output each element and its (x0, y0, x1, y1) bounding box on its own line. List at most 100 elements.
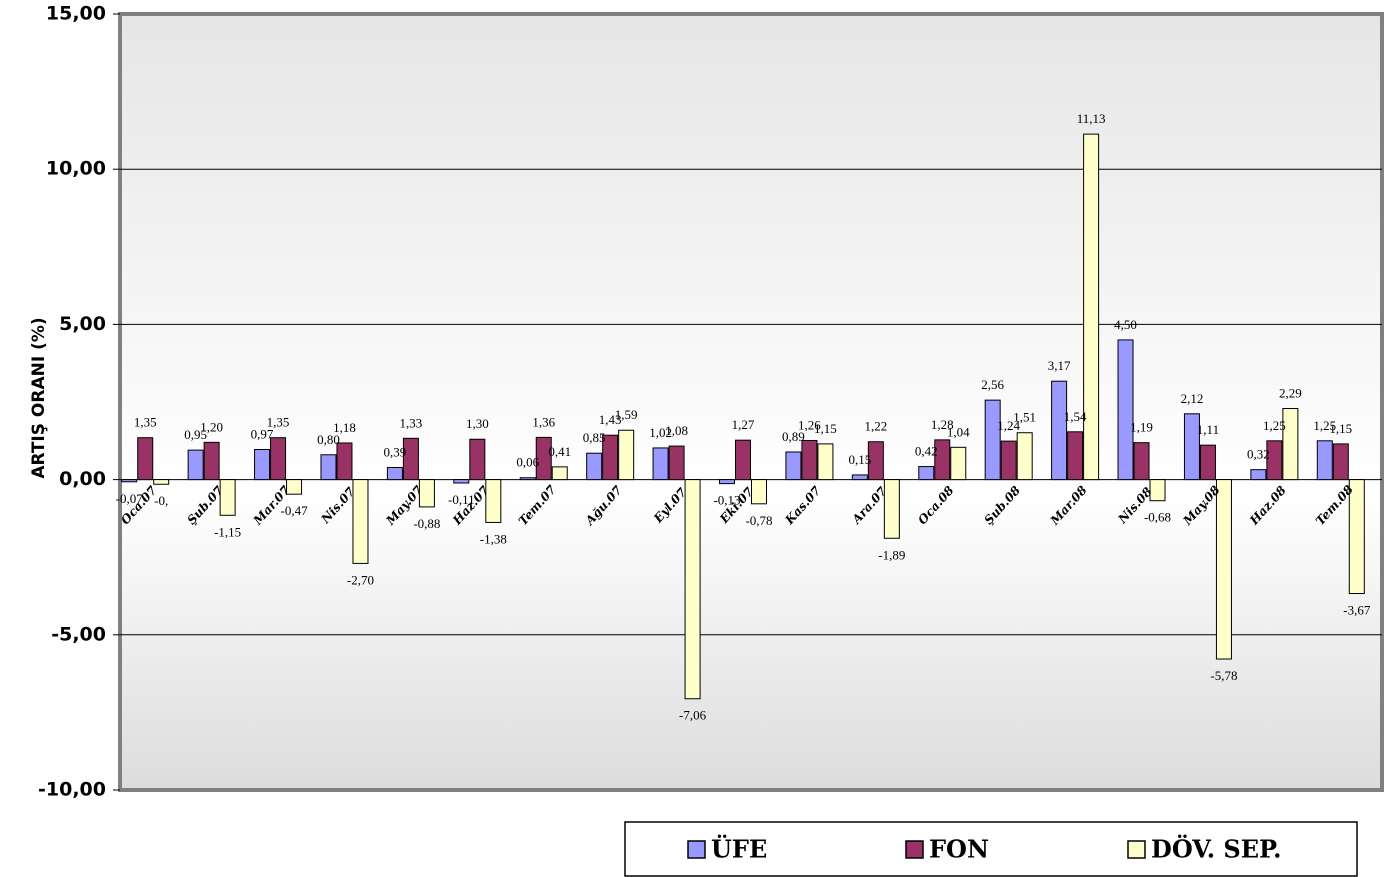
legend: ÜFE FON DÖV. SEP. (624, 821, 1358, 877)
legend-box (624, 821, 1358, 877)
bar-fon (402, 437, 419, 481)
data-label: 1,15 (814, 421, 837, 436)
bar-fon (934, 439, 951, 481)
data-label: 1,28 (931, 417, 954, 432)
bar-fon (137, 437, 154, 481)
data-label: 2,12 (1181, 391, 1204, 406)
bar-ufe (1117, 339, 1134, 481)
y-tick-label: 0,00 (59, 468, 106, 490)
data-label: 1,02 (649, 425, 672, 440)
data-label: 2,29 (1279, 386, 1302, 401)
bar-ufe (719, 479, 735, 485)
bar-fon (867, 441, 884, 481)
data-label: -1,89 (878, 547, 905, 562)
y-tick-label: -10,00 (38, 779, 106, 801)
data-label: -7,06 (679, 708, 707, 723)
bar-ufe (1051, 380, 1068, 481)
data-label: 1,04 (947, 424, 970, 439)
data-label: 3,17 (1048, 358, 1071, 373)
data-label: 1,26 (798, 417, 821, 432)
legend-swatch-dov-sep (1127, 840, 1146, 859)
data-label: 1,25 (1263, 418, 1286, 433)
bar-ufe (652, 447, 669, 481)
data-label: -0,68 (1144, 510, 1171, 525)
bar-ufe (386, 466, 403, 481)
bar-ufe (1316, 440, 1333, 481)
bar-dov-sep (751, 479, 767, 505)
bar-fon (1266, 440, 1283, 481)
bar-fon (1067, 431, 1084, 481)
y-tick-label: 10,00 (46, 158, 106, 180)
data-label: 1,20 (200, 419, 223, 434)
data-label: 2,56 (981, 377, 1004, 392)
bar-ufe (984, 399, 1001, 481)
bar-dov-sep (1348, 479, 1365, 595)
bar-fon (270, 437, 287, 481)
plot-area (118, 12, 1384, 792)
legend-label-dov-sep: DÖV. SEP. (1151, 835, 1282, 864)
data-label: 1,35 (134, 415, 157, 430)
bar-dov-sep (1149, 479, 1166, 502)
bar-ufe (254, 448, 271, 481)
data-label: 0,80 (317, 432, 340, 447)
data-label: 1,11 (1197, 422, 1219, 437)
bar-ufe (121, 479, 138, 483)
data-label: 0,42 (915, 444, 938, 459)
bar-ufe (320, 454, 337, 481)
bar-dov-sep (551, 466, 568, 481)
y-tick-label: 15,00 (46, 3, 106, 25)
bar-ufe (1183, 413, 1200, 481)
data-label: -1,38 (480, 531, 507, 546)
y-axis-ticks: 15,00 10,00 5,00 0,00 -5,00 -10,00 (38, 3, 120, 801)
bar-fon (1332, 443, 1349, 481)
data-label: 1,15 (1329, 421, 1352, 436)
legend-label-fon: FON (929, 835, 989, 864)
bar-dov-sep (418, 479, 435, 508)
data-label: 1,27 (732, 417, 755, 432)
bar-dov-sep (219, 479, 236, 516)
bar-ufe (785, 451, 802, 481)
y-tick-label: 5,00 (59, 313, 106, 335)
bar-fon (469, 438, 486, 481)
data-label: 1,08 (665, 423, 688, 438)
data-label: -0,78 (745, 513, 772, 528)
data-label: -0,47 (281, 503, 309, 518)
data-label: 1,59 (615, 407, 638, 422)
bar-dov-sep (817, 443, 834, 481)
data-label: 0,06 (516, 455, 539, 470)
data-label: -5,78 (1210, 668, 1237, 683)
data-label: 1,18 (333, 420, 356, 435)
bar-fon (535, 436, 552, 481)
bar-ufe (519, 477, 536, 481)
bar-dov-sep (618, 429, 635, 481)
bar-dov-sep (485, 479, 502, 523)
bar-fon (1000, 440, 1017, 481)
data-label: -3,67 (1343, 603, 1371, 618)
data-label: -0,07 (116, 491, 144, 506)
data-label: 0,39 (384, 444, 407, 459)
data-label: -0, (154, 493, 168, 508)
y-axis-label: ARTIŞ ORANI (%) (29, 317, 49, 478)
bar-ufe (453, 479, 470, 484)
bar-ufe (187, 449, 204, 481)
data-label: 1,54 (1064, 409, 1087, 424)
data-label: 1,33 (400, 415, 423, 430)
bar-dov-sep (352, 479, 369, 564)
bar-fon (602, 434, 619, 481)
bar-ufe (851, 474, 868, 481)
legend-swatch-ufe (687, 840, 706, 859)
data-label: 0,89 (782, 429, 805, 444)
bar-dov-sep (1083, 133, 1100, 481)
bar-dov-sep (1016, 432, 1033, 481)
data-label: 0,95 (184, 427, 207, 442)
data-label: 1,36 (532, 414, 555, 429)
data-label: 0,32 (1247, 447, 1270, 462)
bar-fon (203, 441, 220, 481)
data-label: 1,22 (864, 419, 887, 434)
bar-ufe (1250, 469, 1267, 481)
data-label: -0,13 (713, 493, 740, 508)
bar-ufe (586, 452, 603, 481)
bar-fon (336, 442, 353, 481)
data-label: 1,51 (1013, 410, 1036, 425)
